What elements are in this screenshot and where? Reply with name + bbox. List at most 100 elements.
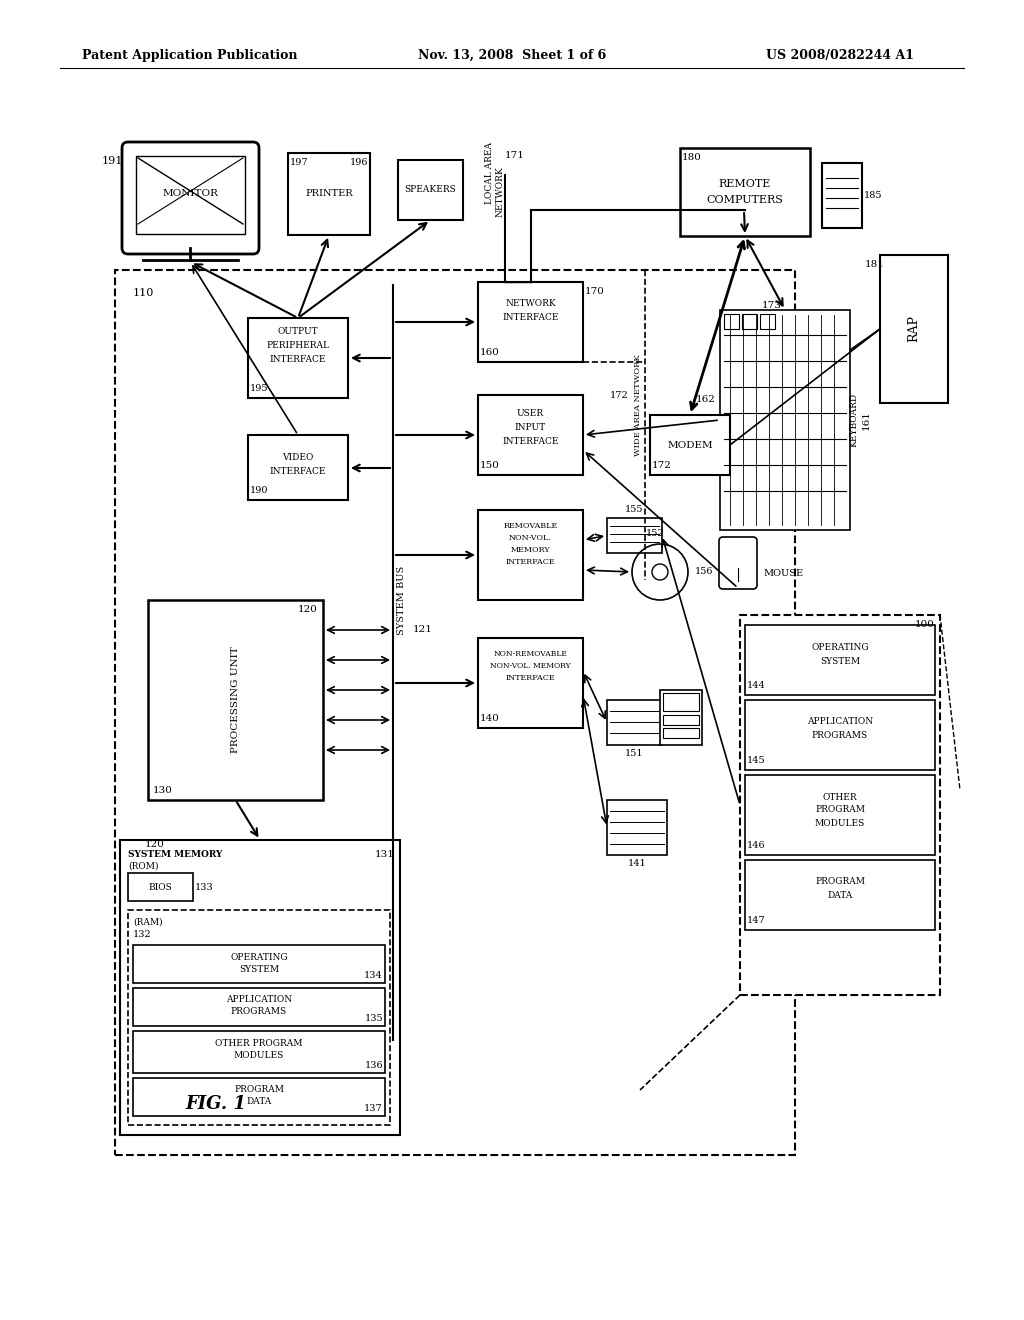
Text: WIDE AREA NETWORK: WIDE AREA NETWORK <box>634 354 642 455</box>
Text: 140: 140 <box>480 714 500 723</box>
Text: SYSTEM MEMORY: SYSTEM MEMORY <box>128 850 222 859</box>
Text: 172: 172 <box>652 461 672 470</box>
Text: PRINTER: PRINTER <box>305 190 353 198</box>
Bar <box>724 314 739 329</box>
Bar <box>745 861 935 931</box>
Text: APPLICATION: APPLICATION <box>807 718 873 726</box>
Text: NETWORK: NETWORK <box>496 166 505 218</box>
Text: 120: 120 <box>145 840 165 849</box>
Bar <box>745 775 935 855</box>
Text: 173: 173 <box>762 301 782 309</box>
Text: MODULES: MODULES <box>815 818 865 828</box>
Bar <box>478 282 583 362</box>
Text: FIG. 1: FIG. 1 <box>185 1096 246 1113</box>
Text: 144: 144 <box>746 681 766 690</box>
Text: 195: 195 <box>250 384 268 393</box>
Text: SYSTEM: SYSTEM <box>820 656 860 665</box>
Bar <box>133 1078 385 1115</box>
Text: 134: 134 <box>365 972 383 979</box>
Text: OUTPUT: OUTPUT <box>278 327 318 337</box>
Text: REMOVABLE: REMOVABLE <box>504 521 558 531</box>
Text: 135: 135 <box>365 1014 383 1023</box>
Text: Nov. 13, 2008  Sheet 1 of 6: Nov. 13, 2008 Sheet 1 of 6 <box>418 49 606 62</box>
Text: 133: 133 <box>195 883 214 891</box>
Text: 120: 120 <box>298 605 318 614</box>
Text: PROGRAMS: PROGRAMS <box>812 731 868 741</box>
Text: 136: 136 <box>365 1061 383 1071</box>
Bar <box>148 601 323 800</box>
Text: APPLICATION: APPLICATION <box>226 995 292 1005</box>
Text: PROGRAM: PROGRAM <box>234 1085 284 1094</box>
Text: 191: 191 <box>101 156 123 166</box>
Text: 146: 146 <box>746 841 766 850</box>
Text: 121: 121 <box>413 626 433 635</box>
Text: COMPUTERS: COMPUTERS <box>707 195 783 205</box>
Text: 152: 152 <box>646 529 665 539</box>
Text: NETWORK: NETWORK <box>505 300 556 309</box>
Bar <box>248 318 348 399</box>
Bar <box>607 700 662 744</box>
Text: PROGRAM: PROGRAM <box>815 805 865 814</box>
Bar <box>133 945 385 983</box>
Text: MOUSE: MOUSE <box>763 569 803 578</box>
Bar <box>248 436 348 500</box>
Text: 156: 156 <box>695 568 714 577</box>
Text: 197: 197 <box>290 158 308 168</box>
Bar <box>742 314 757 329</box>
Bar <box>822 162 862 228</box>
Bar <box>663 729 699 738</box>
Text: USER: USER <box>517 408 544 417</box>
Bar <box>478 638 583 729</box>
Text: NON-REMOVABLE: NON-REMOVABLE <box>494 649 567 657</box>
Text: INTERFACE: INTERFACE <box>269 466 327 475</box>
Text: NON-VOL.: NON-VOL. <box>509 535 552 543</box>
Text: NON-VOL. MEMORY: NON-VOL. MEMORY <box>490 663 570 671</box>
FancyBboxPatch shape <box>122 143 259 253</box>
Bar <box>663 693 699 711</box>
Text: INTERFACE: INTERFACE <box>506 675 555 682</box>
Text: OTHER: OTHER <box>822 792 857 801</box>
Bar <box>680 148 810 236</box>
Bar <box>660 690 702 744</box>
Text: 162: 162 <box>696 396 716 404</box>
Text: INTERFACE: INTERFACE <box>506 558 555 566</box>
Text: (RAM): (RAM) <box>133 917 163 927</box>
Text: INTERFACE: INTERFACE <box>502 437 559 446</box>
Text: (ROM): (ROM) <box>128 862 159 871</box>
Bar <box>663 715 699 725</box>
Text: 132: 132 <box>133 931 152 939</box>
Text: 161: 161 <box>861 411 870 430</box>
Bar <box>880 255 948 403</box>
Text: 110: 110 <box>133 288 155 298</box>
Text: SPEAKERS: SPEAKERS <box>404 186 457 194</box>
Text: BIOS: BIOS <box>148 883 172 891</box>
Text: 137: 137 <box>365 1104 383 1113</box>
Text: KEYBOARD: KEYBOARD <box>850 393 858 447</box>
Text: LOCAL AREA: LOCAL AREA <box>485 143 495 205</box>
Text: OPERATING: OPERATING <box>230 953 288 961</box>
Bar <box>133 987 385 1026</box>
Text: 151: 151 <box>626 748 644 758</box>
Text: SYSTEM: SYSTEM <box>239 965 280 974</box>
Text: MODULES: MODULES <box>233 1052 284 1060</box>
Text: 172: 172 <box>610 391 629 400</box>
Text: RAP: RAP <box>907 315 921 342</box>
Bar <box>115 271 795 1155</box>
Text: 185: 185 <box>864 191 883 201</box>
Text: Patent Application Publication: Patent Application Publication <box>82 49 298 62</box>
Text: OPERATING: OPERATING <box>811 643 868 652</box>
Text: 170: 170 <box>585 286 605 296</box>
Text: US 2008/0282244 A1: US 2008/0282244 A1 <box>766 49 914 62</box>
Bar <box>120 840 400 1135</box>
Bar <box>760 314 775 329</box>
Text: INTERFACE: INTERFACE <box>269 355 327 364</box>
Text: 145: 145 <box>746 756 766 766</box>
Text: MEMORY: MEMORY <box>511 546 550 554</box>
Text: 150: 150 <box>480 461 500 470</box>
Text: VIDEO: VIDEO <box>283 453 313 462</box>
Text: 130: 130 <box>153 785 173 795</box>
Text: DATA: DATA <box>827 891 853 900</box>
Text: 180: 180 <box>682 153 701 162</box>
Bar <box>607 517 662 553</box>
Text: OTHER PROGRAM: OTHER PROGRAM <box>215 1039 303 1048</box>
